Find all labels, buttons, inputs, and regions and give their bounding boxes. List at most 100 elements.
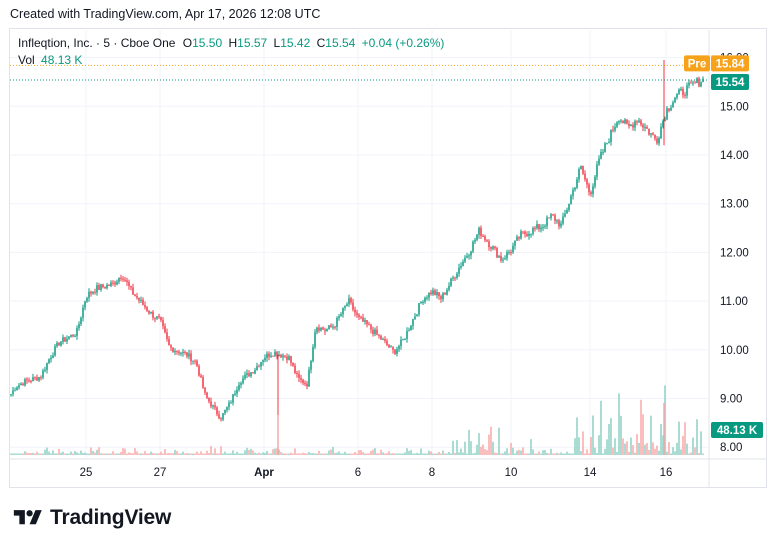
volume-bar: [312, 453, 314, 455]
candle-body: [396, 349, 398, 354]
volume-bar: [162, 453, 164, 455]
volume-bar: [374, 448, 376, 455]
candle-body: [10, 394, 12, 396]
candle-body: [154, 317, 156, 319]
premarket-label-badge[interactable]: [684, 55, 710, 72]
volume-bar: [144, 451, 146, 455]
volume-bar: [650, 415, 652, 455]
volume-bar: [576, 417, 578, 455]
volume-badge[interactable]: [711, 422, 763, 438]
candle-body: [376, 329, 378, 335]
volume-bar: [618, 393, 620, 455]
chart-pane[interactable]: [9, 28, 767, 488]
volume-bar: [436, 453, 438, 455]
volume-bar: [16, 453, 18, 455]
price-chart[interactable]: 16.0015.0014.0013.0012.0011.0010.009.008…: [0, 0, 776, 500]
candle-body: [204, 387, 206, 393]
candle-body: [184, 351, 186, 353]
candle-body: [108, 284, 110, 286]
volume-bar: [192, 453, 194, 455]
candle-body: [520, 231, 522, 239]
candle-body: [482, 236, 484, 238]
volume-bar: [274, 448, 276, 455]
volume-bar: [582, 431, 584, 455]
candle-body: [134, 294, 136, 296]
candle-body: [96, 285, 98, 293]
candle-body: [314, 332, 316, 348]
candle-body: [630, 124, 632, 127]
volume-bar: [298, 453, 300, 455]
candle-body: [474, 239, 476, 242]
candle-body: [106, 284, 108, 289]
candle-body: [364, 320, 366, 322]
volume-bar: [114, 453, 116, 455]
candle-body: [370, 324, 372, 330]
volume-bar: [450, 453, 452, 455]
premarket-price-badge[interactable]: [711, 55, 749, 72]
candle-body: [100, 284, 102, 290]
last-price-badge-text: 15.54: [716, 77, 745, 89]
volume-bar: [54, 453, 56, 455]
volume-bar: [376, 453, 378, 455]
volume-bar: [132, 453, 134, 455]
volume-bar: [382, 452, 384, 455]
symbol-description[interactable]: Infleqtion, Inc. · 5 · Cboe One: [18, 36, 176, 50]
candle-body: [390, 346, 392, 348]
volume-bar: [254, 452, 256, 455]
time-tick-label: 16: [660, 467, 673, 479]
volume-bar: [214, 448, 216, 455]
volume-bar: [480, 446, 482, 455]
candle-body: [402, 339, 404, 341]
volume-bar: [128, 452, 130, 455]
volume-bar: [26, 452, 28, 455]
candle-body: [220, 418, 222, 420]
candle-body: [626, 119, 628, 124]
candle-body: [330, 325, 332, 327]
candle-body: [476, 234, 478, 240]
volume-bar: [600, 400, 602, 455]
volume-bar: [614, 438, 616, 455]
last-price-badge[interactable]: [711, 74, 749, 91]
volume-bar: [666, 451, 668, 455]
tradingview-brand[interactable]: TradingView: [13, 504, 171, 532]
candle-body: [288, 356, 290, 360]
candle-body: [144, 304, 146, 308]
volume-bar: [556, 452, 558, 455]
volume-bar: [210, 446, 212, 455]
candle-body: [264, 357, 266, 361]
volume-bar: [574, 438, 576, 455]
candle-body: [24, 379, 26, 386]
candle-body: [388, 344, 390, 348]
volume-bar: [630, 437, 632, 455]
high-label: H: [228, 36, 238, 50]
candle-body: [490, 247, 492, 249]
volume-badge-text: 48.13 K: [717, 425, 758, 437]
candle-body: [312, 347, 314, 361]
candle-body: [444, 293, 446, 295]
candle-body: [590, 192, 592, 195]
candle-body: [200, 375, 202, 378]
candle-body: [30, 380, 32, 382]
volume-bar: [700, 431, 702, 455]
candle-body: [694, 82, 696, 84]
volume-bar: [538, 451, 540, 455]
candle-body: [286, 356, 288, 360]
candle-body: [256, 366, 258, 371]
volume-bar: [30, 453, 32, 455]
candle-body: [532, 227, 534, 234]
volume-bar: [412, 453, 414, 455]
candle-body: [620, 120, 622, 122]
volume-bar: [518, 449, 520, 455]
candle-body: [558, 220, 560, 227]
volume-bar: [290, 452, 292, 455]
candle-body: [206, 392, 208, 398]
volume-bar: [670, 453, 672, 455]
candle-body: [400, 339, 402, 346]
volume-bar: [176, 450, 178, 455]
premarket-price-badge-text: 15.84: [716, 58, 745, 70]
candle-body: [680, 89, 682, 91]
candle-body: [434, 290, 436, 296]
candle-body: [248, 373, 250, 377]
candle-body: [528, 234, 530, 236]
volume-bar: [206, 450, 208, 455]
